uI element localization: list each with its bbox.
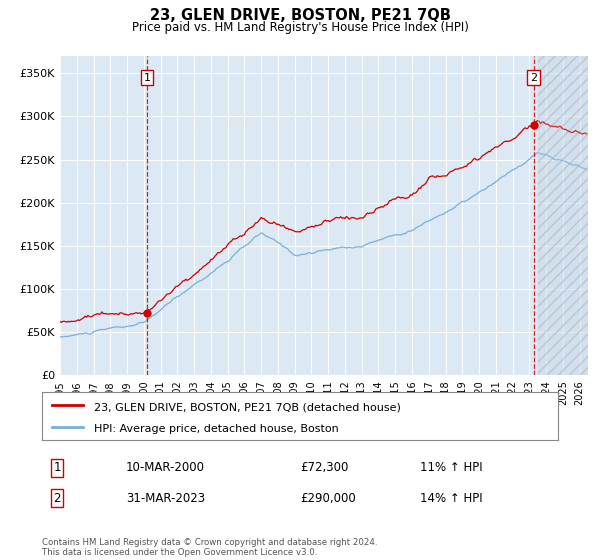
Text: 10-MAR-2000: 10-MAR-2000 <box>126 461 205 474</box>
Text: 1: 1 <box>143 73 151 82</box>
Text: Contains HM Land Registry data © Crown copyright and database right 2024.
This d: Contains HM Land Registry data © Crown c… <box>42 538 377 557</box>
Text: £72,300: £72,300 <box>300 461 349 474</box>
Text: 11% ↑ HPI: 11% ↑ HPI <box>420 461 482 474</box>
Text: Price paid vs. HM Land Registry's House Price Index (HPI): Price paid vs. HM Land Registry's House … <box>131 21 469 34</box>
Text: 14% ↑ HPI: 14% ↑ HPI <box>420 492 482 505</box>
Text: 23, GLEN DRIVE, BOSTON, PE21 7QB: 23, GLEN DRIVE, BOSTON, PE21 7QB <box>149 8 451 24</box>
Text: 23, GLEN DRIVE, BOSTON, PE21 7QB (detached house): 23, GLEN DRIVE, BOSTON, PE21 7QB (detach… <box>94 402 400 412</box>
Text: HPI: Average price, detached house, Boston: HPI: Average price, detached house, Bost… <box>94 424 338 434</box>
Text: 1: 1 <box>53 461 61 474</box>
Bar <box>538 56 588 375</box>
Text: 2: 2 <box>530 73 537 82</box>
Text: £290,000: £290,000 <box>300 492 356 505</box>
Text: 2: 2 <box>53 492 61 505</box>
Text: 31-MAR-2023: 31-MAR-2023 <box>126 492 205 505</box>
Bar <box>538 56 588 375</box>
